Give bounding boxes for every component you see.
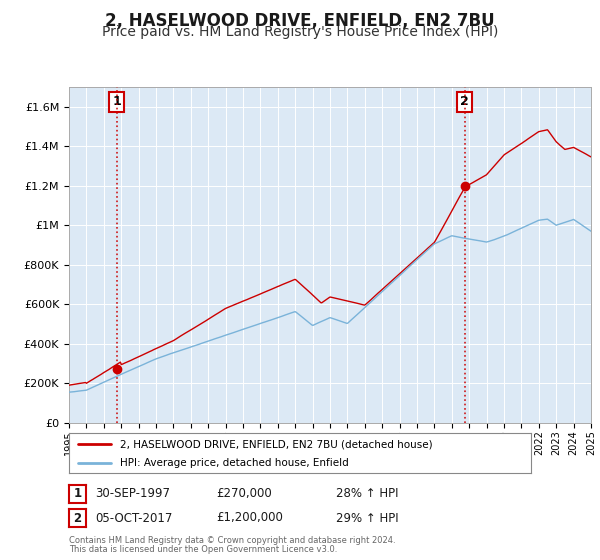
Text: HPI: Average price, detached house, Enfield: HPI: Average price, detached house, Enfi…	[120, 458, 349, 468]
Text: 05-OCT-2017: 05-OCT-2017	[95, 511, 172, 525]
Text: 1: 1	[112, 95, 121, 109]
Text: 28% ↑ HPI: 28% ↑ HPI	[336, 487, 398, 501]
Text: Price paid vs. HM Land Registry's House Price Index (HPI): Price paid vs. HM Land Registry's House …	[102, 25, 498, 39]
Text: 30-SEP-1997: 30-SEP-1997	[95, 487, 170, 501]
Text: 29% ↑ HPI: 29% ↑ HPI	[336, 511, 398, 525]
Text: Contains HM Land Registry data © Crown copyright and database right 2024.: Contains HM Land Registry data © Crown c…	[69, 536, 395, 545]
Text: £270,000: £270,000	[216, 487, 272, 501]
Text: 2: 2	[73, 511, 82, 525]
Text: 1: 1	[73, 487, 82, 501]
Text: 2, HASELWOOD DRIVE, ENFIELD, EN2 7BU: 2, HASELWOOD DRIVE, ENFIELD, EN2 7BU	[105, 12, 495, 30]
Text: 2, HASELWOOD DRIVE, ENFIELD, EN2 7BU (detached house): 2, HASELWOOD DRIVE, ENFIELD, EN2 7BU (de…	[120, 439, 433, 449]
Text: 2: 2	[460, 95, 469, 109]
Text: £1,200,000: £1,200,000	[216, 511, 283, 525]
Text: This data is licensed under the Open Government Licence v3.0.: This data is licensed under the Open Gov…	[69, 545, 337, 554]
